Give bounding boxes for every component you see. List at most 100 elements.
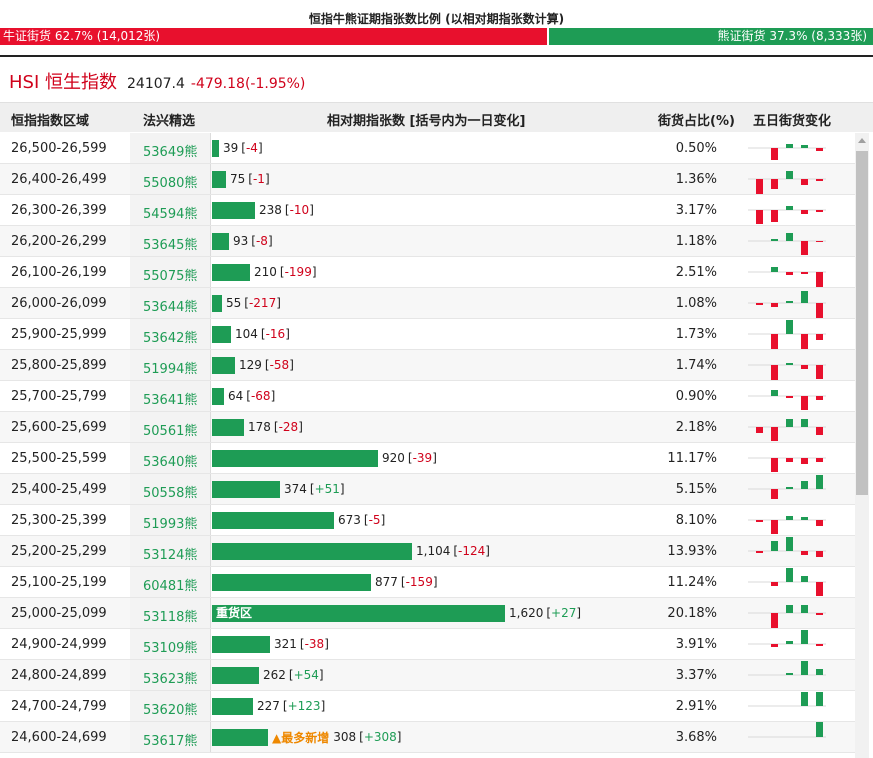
- five-day-sparkline: [748, 206, 826, 224]
- warrant-code-link[interactable]: 53118熊: [130, 598, 211, 628]
- table-row: 24,900-24,999 53109熊 321 [-38] 3.91%: [0, 629, 855, 660]
- qty-bar: [212, 635, 270, 653]
- warrant-code-link[interactable]: 53641熊: [130, 381, 211, 411]
- qty-bar: [212, 263, 250, 281]
- warrant-code-link[interactable]: 53623熊: [130, 660, 211, 690]
- qty-value: 262: [263, 668, 286, 682]
- warrant-code-link[interactable]: 50558熊: [130, 474, 211, 504]
- outstanding-pct: 1.73%: [675, 327, 717, 342]
- qty-bar: [212, 387, 224, 405]
- qty-bar: [212, 697, 253, 715]
- outstanding-pct: 11.17%: [667, 451, 717, 466]
- qty-change-value: +27: [551, 606, 577, 620]
- qty-bar-cell: 129 [-58]: [212, 356, 294, 374]
- outstanding-pct: 1.18%: [675, 234, 717, 249]
- scrollbar-thumb[interactable]: [856, 151, 868, 495]
- sparkline-bar: [816, 613, 823, 615]
- five-day-sparkline: [748, 419, 826, 441]
- sparkline-bar: [786, 568, 793, 582]
- warrant-code-link[interactable]: 54594熊: [130, 195, 211, 225]
- row-range: 25,300-25,399: [11, 513, 107, 528]
- header-range: 恒指指数区域: [11, 114, 90, 129]
- table-body: 26,500-26,599 53649熊 39 [-4] 0.50% 26,400-26,…: [0, 133, 855, 753]
- sparkline-bar: [816, 582, 823, 596]
- table-row: 26,400-26,499 55080熊 75 [-1] 1.36%: [0, 164, 855, 195]
- row-range: 26,000-26,099: [11, 296, 107, 311]
- warrant-code-link[interactable]: 60481熊: [130, 567, 211, 597]
- scrollbar[interactable]: [855, 133, 869, 758]
- sparkline-bar: [771, 458, 778, 472]
- outstanding-pct: 1.08%: [675, 296, 717, 311]
- qty-value: 104: [235, 327, 258, 341]
- qty-value: 238: [259, 203, 282, 217]
- qty-bar-cell: 重货区 1,620 [+27]: [212, 604, 581, 622]
- sparkline-bar: [771, 210, 778, 222]
- qty-bar: [212, 294, 222, 312]
- qty-change-value: -8: [255, 234, 268, 248]
- row-range: 26,400-26,499: [11, 172, 107, 187]
- sparkline-bar: [756, 210, 763, 224]
- warrant-code-link[interactable]: 53640熊: [130, 443, 211, 473]
- warrant-code-link[interactable]: 55080熊: [130, 164, 211, 194]
- table-row: 25,700-25,799 53641熊 64 [-68] 0.90%: [0, 381, 855, 412]
- qty-value: 39: [223, 141, 239, 155]
- qty-value: 1,620: [509, 606, 544, 620]
- sparkline-bar: [786, 320, 793, 334]
- warrant-code-link[interactable]: 53617熊: [130, 722, 211, 752]
- outstanding-pct: 20.18%: [667, 606, 717, 621]
- sparkline-bar: [786, 171, 793, 179]
- qty-change: [-199]: [279, 265, 317, 279]
- qty-bar-cell: 104 [-16]: [212, 325, 290, 343]
- warrant-code-link[interactable]: 53109熊: [130, 629, 211, 659]
- warrant-code-link[interactable]: 53642熊: [130, 319, 211, 349]
- sparkline-bar: [816, 722, 823, 737]
- header-pct: 街货占比(%): [658, 114, 735, 129]
- header-spark: 五日街货变化: [753, 114, 832, 129]
- qty-bar-cell: 178 [-28]: [212, 418, 303, 436]
- qty-bar: [212, 480, 280, 498]
- warrant-code-link[interactable]: 51993熊: [130, 505, 211, 535]
- qty-value: 374: [284, 482, 307, 496]
- qty-change-value: -4: [245, 141, 258, 155]
- sparkline-bar: [801, 419, 808, 427]
- warrant-code-link[interactable]: 53644熊: [130, 288, 211, 318]
- row-range: 25,900-25,999: [11, 327, 107, 342]
- outstanding-pct: 3.68%: [675, 730, 717, 745]
- table-row: 25,100-25,199 60481熊 877 [-159] 11.24%: [0, 567, 855, 598]
- bull-bear-ratio-bar: 牛证街货 62.7% (14,012张) 熊证街货 37.3% (8,333张): [0, 28, 873, 45]
- warrant-code-link[interactable]: 53645熊: [130, 226, 211, 256]
- table-row: 25,600-25,699 50561熊 178 [-28] 2.18%: [0, 412, 855, 443]
- sparkline-bar: [786, 206, 793, 210]
- table-row: 25,000-25,099 53118熊 重货区 1,620 [+27] 20.18%: [0, 598, 855, 629]
- warrant-code-link[interactable]: 53620熊: [130, 691, 211, 721]
- sparkline-bar: [816, 644, 823, 646]
- warrant-code-link[interactable]: 51994熊: [130, 350, 211, 380]
- qty-change-value: -10: [289, 203, 310, 217]
- qty-change-value: -16: [265, 327, 286, 341]
- qty-change: [-10]: [284, 203, 314, 217]
- warrant-code-link[interactable]: 55075熊: [130, 257, 211, 287]
- scroll-up-arrow-icon[interactable]: [858, 138, 866, 143]
- qty-change-value: -28: [278, 420, 299, 434]
- bear-ratio-segment: 熊证街货 37.3% (8,333张): [549, 28, 873, 45]
- qty-bar: [212, 232, 229, 250]
- row-range: 25,400-25,499: [11, 482, 107, 497]
- sparkline-bar: [816, 210, 823, 212]
- sparkline-bar: [786, 301, 793, 303]
- warrant-code-link[interactable]: 50561熊: [130, 412, 211, 442]
- warrant-code-link[interactable]: 53649熊: [130, 133, 211, 163]
- index-name: HSI 恒生指数: [9, 72, 117, 93]
- row-range: 24,900-24,999: [11, 637, 107, 652]
- warrant-code-link[interactable]: 53124熊: [130, 536, 211, 566]
- table-row: 26,300-26,399 54594熊 238 [-10] 3.17%: [0, 195, 855, 226]
- row-range: 25,800-25,899: [11, 358, 107, 373]
- five-day-sparkline: [748, 661, 826, 676]
- row-range: 25,600-25,699: [11, 420, 107, 435]
- qty-bar-cell: 227 [+123]: [212, 697, 325, 715]
- table-row: 25,300-25,399 51993熊 673 [-5] 8.10%: [0, 505, 855, 536]
- qty-change: [-159]: [400, 575, 438, 589]
- table-row: 25,800-25,899 51994熊 129 [-58] 1.74%: [0, 350, 855, 381]
- qty-value: 178: [248, 420, 271, 434]
- five-day-sparkline: [748, 171, 826, 194]
- qty-change: [+51]: [309, 482, 345, 496]
